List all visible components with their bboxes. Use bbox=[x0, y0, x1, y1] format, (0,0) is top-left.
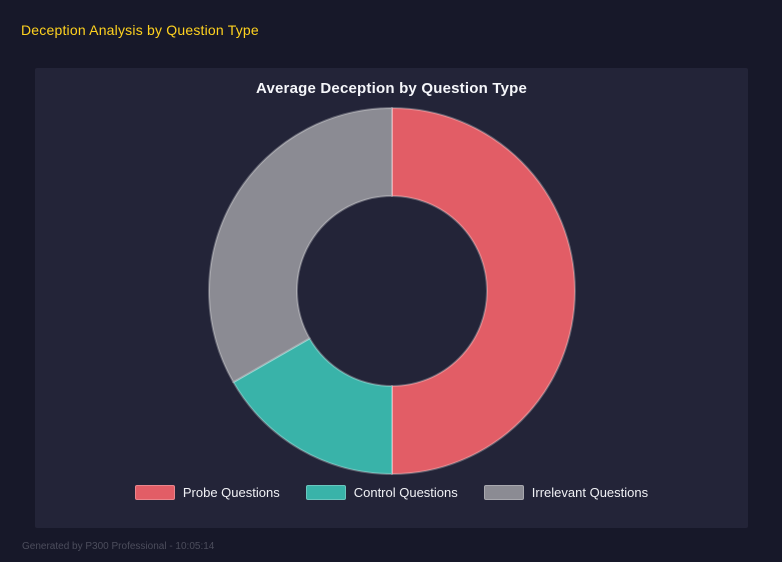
legend-swatch-probe-questions bbox=[134, 485, 175, 500]
legend-swatch-control-questions bbox=[305, 485, 346, 500]
donut-segment-irrelevant-questions[interactable] bbox=[207, 107, 393, 384]
chart-panel: Average Deception by Question Type Probe… bbox=[35, 68, 748, 528]
legend-item-control-questions[interactable]: Control Questions bbox=[305, 485, 458, 500]
legend-label-control-questions: Control Questions bbox=[353, 485, 458, 500]
chart-legend: Probe Questions Control Questions Irrele… bbox=[134, 485, 649, 500]
donut-segment-probe-questions[interactable] bbox=[390, 107, 576, 475]
legend-item-probe-questions[interactable]: Probe Questions bbox=[134, 485, 280, 500]
donut-segment-control-questions[interactable] bbox=[231, 337, 393, 475]
page-title: Deception Analysis by Question Type bbox=[21, 22, 259, 38]
legend-item-irrelevant-questions[interactable]: Irrelevant Questions bbox=[483, 485, 649, 500]
chart-area bbox=[202, 103, 582, 479]
donut-chart bbox=[207, 107, 576, 475]
legend-label-irrelevant-questions: Irrelevant Questions bbox=[531, 485, 649, 500]
legend-swatch-irrelevant-questions bbox=[483, 485, 524, 500]
footer-text: Generated by P300 Professional - 10:05:1… bbox=[22, 541, 215, 552]
chart-title: Average Deception by Question Type bbox=[255, 80, 528, 97]
legend-label-probe-questions: Probe Questions bbox=[182, 485, 280, 500]
